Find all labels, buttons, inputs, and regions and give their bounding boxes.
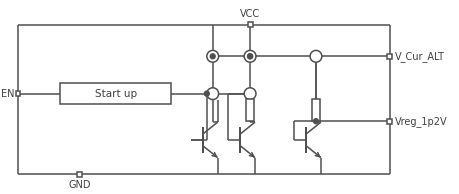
Circle shape	[247, 54, 252, 59]
Text: EN: EN	[0, 89, 14, 99]
Text: V_Cur_ALT: V_Cur_ALT	[394, 51, 444, 62]
Bar	[386, 54, 392, 59]
Circle shape	[244, 50, 255, 62]
Bar	[311, 99, 319, 121]
Circle shape	[207, 88, 218, 100]
Bar	[77, 172, 82, 177]
Text: Start up: Start up	[95, 89, 137, 99]
Circle shape	[309, 50, 321, 62]
Text: VCC: VCC	[240, 9, 260, 19]
Bar	[386, 119, 392, 124]
Text: Vreg_1p2V: Vreg_1p2V	[394, 116, 446, 127]
Circle shape	[204, 91, 209, 96]
Circle shape	[210, 54, 215, 59]
Bar	[60, 83, 171, 105]
Circle shape	[207, 50, 218, 62]
Circle shape	[313, 119, 318, 124]
Text: GND: GND	[68, 180, 91, 190]
Circle shape	[244, 88, 255, 100]
Bar	[16, 91, 20, 96]
Bar	[247, 22, 252, 27]
Bar	[246, 99, 253, 121]
Circle shape	[247, 54, 252, 59]
